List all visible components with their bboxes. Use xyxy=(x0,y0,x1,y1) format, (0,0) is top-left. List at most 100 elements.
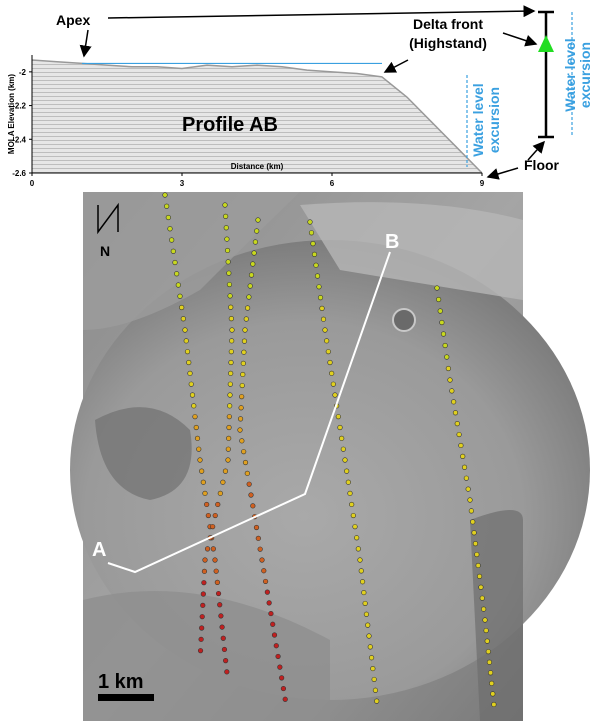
track-dot xyxy=(240,383,245,388)
x-tick-label: 6 xyxy=(330,179,335,188)
annotation: Apex xyxy=(56,12,90,28)
track-dot xyxy=(281,686,286,691)
track-dot xyxy=(220,625,225,630)
track-dot xyxy=(225,237,230,242)
track-dot xyxy=(239,405,244,410)
track-dot xyxy=(227,425,232,430)
track-dot xyxy=(211,547,216,552)
track-dot xyxy=(341,447,346,452)
track-dot xyxy=(205,547,210,552)
track-dot xyxy=(324,339,329,344)
track-dot xyxy=(457,432,462,437)
annotation: (Highstand) xyxy=(409,35,487,51)
track-dot xyxy=(202,569,207,574)
track-dot xyxy=(225,670,230,675)
track-dot xyxy=(228,305,233,310)
arrow xyxy=(84,30,88,56)
track-dot xyxy=(229,360,234,365)
track-dot xyxy=(365,623,370,628)
track-dot xyxy=(486,649,491,654)
track-dot xyxy=(331,382,336,387)
track-dot xyxy=(228,393,233,398)
track-dot xyxy=(358,558,363,563)
track-dot xyxy=(201,480,206,485)
track-dot xyxy=(254,229,259,234)
track-dot xyxy=(223,203,228,208)
track-dot xyxy=(368,645,373,650)
track-dot xyxy=(198,648,203,653)
track-dot xyxy=(186,360,191,365)
track-dot xyxy=(217,602,222,607)
track-dot xyxy=(367,634,372,639)
track-dot xyxy=(176,283,181,288)
track-dot xyxy=(213,513,218,518)
track-dot xyxy=(338,425,343,430)
track-dot xyxy=(464,476,469,481)
track-dot xyxy=(333,393,338,398)
track-dot xyxy=(173,260,178,265)
track-dot xyxy=(240,372,245,377)
scale-label: 1 km xyxy=(98,671,144,693)
track-dot xyxy=(215,580,220,585)
track-dot xyxy=(269,611,274,616)
excursion-label: excursion xyxy=(486,87,502,153)
track-dot xyxy=(221,636,226,641)
track-dot xyxy=(226,436,231,441)
track-dot xyxy=(351,513,356,518)
track-dot xyxy=(481,607,486,612)
track-dot xyxy=(229,339,234,344)
track-dot xyxy=(199,469,204,474)
track-dot xyxy=(181,316,186,321)
track-dot xyxy=(492,702,497,707)
track-dot xyxy=(469,509,474,514)
track-dot xyxy=(477,574,482,579)
track-dot xyxy=(441,332,446,337)
chart-title: Profile AB xyxy=(182,114,278,136)
track-dot xyxy=(164,204,169,209)
track-dot xyxy=(189,382,194,387)
track-dot xyxy=(317,285,322,290)
track-dot xyxy=(249,273,254,278)
track-dot xyxy=(201,592,206,597)
track-dot xyxy=(200,603,205,608)
track-dot xyxy=(239,394,244,399)
track-dot xyxy=(247,482,252,487)
track-dot xyxy=(265,590,270,595)
track-dot xyxy=(183,328,188,333)
track-dot xyxy=(166,215,171,220)
track-dot xyxy=(348,491,353,496)
track-dot xyxy=(242,339,247,344)
track-dot xyxy=(249,493,254,498)
track-dot xyxy=(251,504,256,509)
track-dot xyxy=(178,294,183,299)
track-dot xyxy=(488,670,493,675)
track-dot xyxy=(353,524,358,529)
track-dot xyxy=(329,371,334,376)
x-tick-label: 3 xyxy=(180,179,185,188)
track-dot xyxy=(309,231,314,236)
track-dot xyxy=(328,360,333,365)
track-dot xyxy=(326,349,331,354)
track-dot xyxy=(487,660,492,665)
track-dot xyxy=(230,328,235,333)
track-dot xyxy=(260,558,265,563)
track-dot xyxy=(244,317,249,322)
track-dot xyxy=(438,309,443,314)
track-dot xyxy=(258,547,263,552)
track-dot xyxy=(312,252,317,257)
track-dot xyxy=(279,676,284,681)
track-dot xyxy=(227,271,232,276)
y-axis-label: MOLA Elevation (km) xyxy=(7,74,16,154)
x-tick-label: 0 xyxy=(30,179,35,188)
track-dot xyxy=(228,382,233,387)
track-dot xyxy=(344,469,349,474)
track-dot xyxy=(476,563,481,568)
track-dot xyxy=(315,274,320,279)
track-dot xyxy=(241,361,246,366)
track-dot xyxy=(256,536,261,541)
track-dot xyxy=(245,471,250,476)
track-dot xyxy=(199,637,204,642)
track-dot xyxy=(349,502,354,507)
track-dot xyxy=(448,378,453,383)
